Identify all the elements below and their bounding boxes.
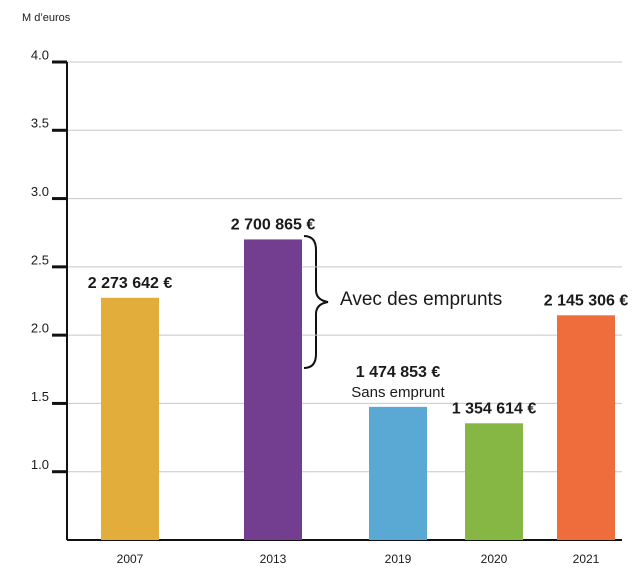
x-tick-label: 2007 xyxy=(117,552,144,566)
bar xyxy=(244,239,302,540)
value-label: 2 273 642 € xyxy=(88,275,173,292)
value-label: 2 700 865 € xyxy=(231,217,316,234)
value-label: 1 354 614 € xyxy=(452,401,537,418)
y-tick-label: 4.0 xyxy=(31,47,49,62)
bar xyxy=(465,423,523,540)
annotation: Avec des emprunts xyxy=(340,289,502,310)
x-tick-label: 2021 xyxy=(573,552,600,566)
y-tick-label: 3.5 xyxy=(31,116,49,131)
bar xyxy=(557,315,615,540)
annotation: Sans emprunt xyxy=(351,384,445,401)
x-tick-label: 2020 xyxy=(481,552,508,566)
y-tick-label: 2.0 xyxy=(31,321,49,336)
x-tick-label: 2013 xyxy=(260,552,287,566)
y-tick-label: 2.5 xyxy=(31,252,49,267)
value-label: 1 474 853 € xyxy=(356,364,441,381)
y-tick-label: 3.0 xyxy=(31,184,49,199)
bar xyxy=(101,297,159,540)
x-tick-label: 2019 xyxy=(385,552,412,566)
y-axis-label: M d’euros xyxy=(22,12,71,24)
brace xyxy=(303,235,329,369)
bar xyxy=(369,406,427,540)
y-tick-label: 1.5 xyxy=(31,389,49,404)
y-tick-label: 1.0 xyxy=(31,457,49,472)
value-label: 2 145 306 € xyxy=(544,293,629,310)
